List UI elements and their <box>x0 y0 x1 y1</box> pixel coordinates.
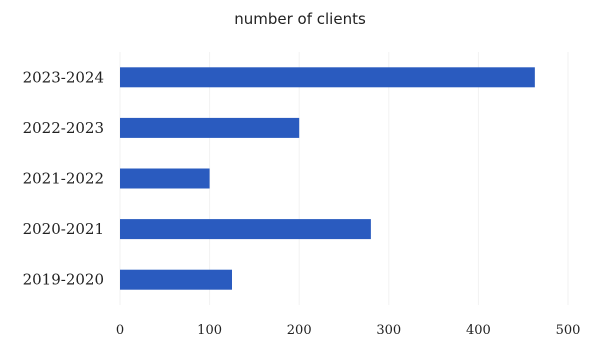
grid-layer <box>119 52 569 305</box>
x-tick-label: 300 <box>376 323 401 338</box>
x-tick-label: 100 <box>197 323 222 338</box>
category-labels: 2023-2024 2022-2023 2021-2022 2020-2021 2019… <box>23 68 104 288</box>
x-tick-label: 400 <box>466 323 491 338</box>
x-tick-label: 200 <box>287 323 312 338</box>
category-label: 2020-2021 <box>23 220 104 238</box>
category-label: 2022-2023 <box>23 119 104 137</box>
bar-layer <box>120 67 535 290</box>
category-label: 2021-2022 <box>23 170 104 188</box>
bar-2019-2020 <box>120 269 232 290</box>
bar-2022-2023 <box>120 117 300 138</box>
category-label: 2023-2024 <box>23 68 104 86</box>
x-tick-labels: 0 100 200 300 400 500 <box>116 323 581 338</box>
bar-2023-2024 <box>120 67 535 88</box>
x-tick-label: 500 <box>556 323 581 338</box>
chart-title: number of clients <box>234 10 366 28</box>
bar-2020-2021 <box>120 219 371 240</box>
x-tick-label: 0 <box>116 323 124 338</box>
bar-2021-2022 <box>120 168 210 189</box>
category-label: 2019-2020 <box>23 271 104 289</box>
